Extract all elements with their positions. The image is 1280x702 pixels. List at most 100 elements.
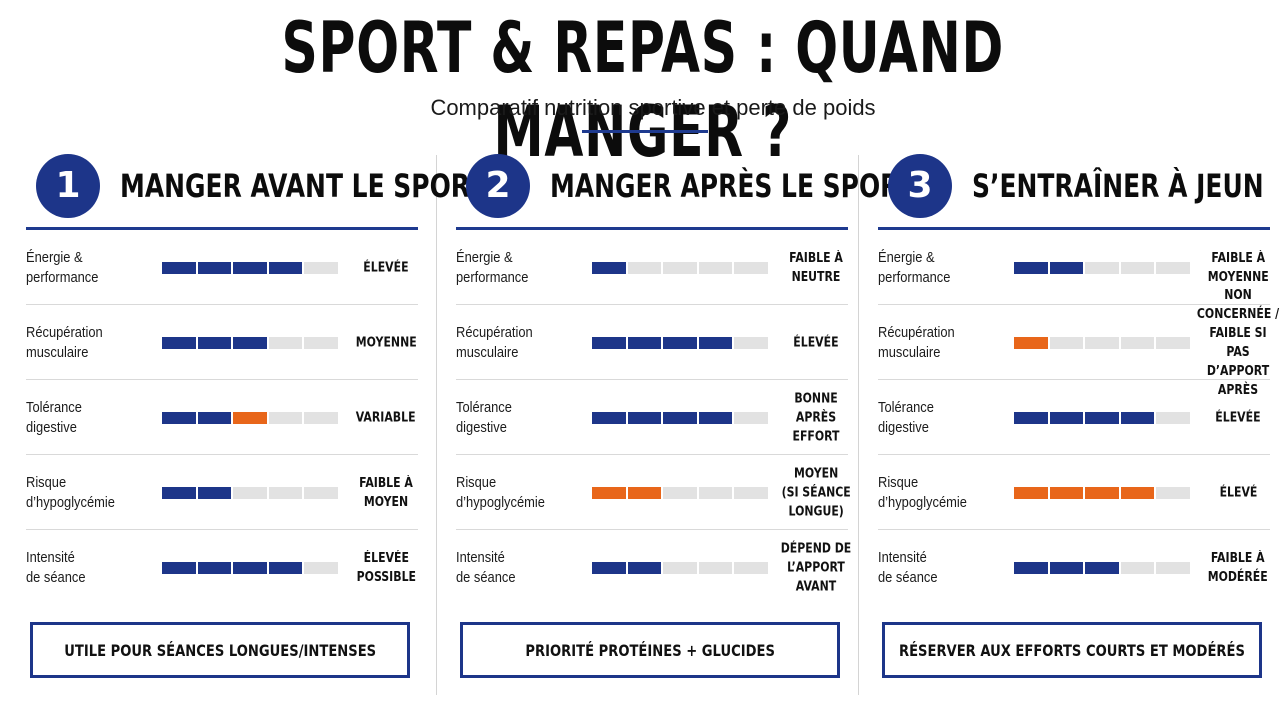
criteria-label: Intensité de séance: [456, 548, 516, 586]
rating-segment: [592, 261, 626, 274]
rating-segment: [663, 336, 697, 349]
rating-segment: [304, 486, 338, 499]
rating-segment: [1120, 486, 1155, 499]
criteria-row: Récupération musculaire ÉLEVÉE: [456, 305, 856, 380]
column-header-rule: [878, 227, 1270, 230]
rating-segment: [233, 561, 267, 574]
criteria-value: FAIBLE À MODÉRÉE: [1188, 549, 1280, 587]
rating-segment: [1049, 261, 1084, 274]
criteria-row: Risque d’hypoglycémie FAIBLE À MOYEN: [26, 455, 426, 530]
rating-segment: [1156, 411, 1190, 424]
rating-segment: [304, 261, 338, 274]
criteria-value-text: FAIBLE À MOYENNE: [1207, 250, 1269, 285]
rating-segment: [268, 486, 303, 499]
column-header: 2 MANGER APRÈS LE SPORT: [466, 152, 915, 222]
rating-bar: [1014, 561, 1190, 574]
rating-segment: [663, 411, 697, 424]
rating-segment: [663, 561, 697, 574]
column-header-rule: [26, 227, 418, 230]
row-divider: [26, 529, 418, 530]
criteria-value: ÉLEVÉE: [336, 258, 436, 277]
rating-segment: [1014, 561, 1048, 574]
rating-segment: [734, 261, 768, 274]
criteria-value: MOYENNE: [336, 333, 436, 352]
rating-segment: [268, 411, 303, 424]
rating-segment: [1156, 561, 1190, 574]
rating-segment: [698, 411, 733, 424]
criteria-value: BONNE APRÈS EFFORT: [766, 389, 866, 446]
criteria-value-text: ÉLEVÉ: [1219, 485, 1257, 500]
column-fasted-training: 3 S’ENTRAÎNER À JEUN Énergie & performance…: [878, 150, 1280, 695]
criteria-value-text: FAIBLE À MOYEN: [359, 475, 413, 510]
criteria-label: Tolérance digestive: [26, 398, 82, 436]
criteria-row: Intensité de séance FAIBLE À MODÉRÉE: [878, 530, 1278, 605]
row-divider: [878, 379, 1270, 380]
rating-bar: [1014, 261, 1190, 274]
rating-segment: [627, 261, 662, 274]
rating-segment: [268, 261, 303, 274]
rating-segment: [1014, 261, 1048, 274]
rating-bar: [162, 336, 338, 349]
row-divider: [456, 379, 848, 380]
rating-segment: [1049, 486, 1084, 499]
criteria-value-text: FAIBLE À MODÉRÉE: [1207, 550, 1269, 585]
rating-segment: [304, 561, 338, 574]
criteria-value-text: FAIBLE À NEUTRE: [789, 250, 843, 285]
rating-bar: [1014, 336, 1190, 349]
rating-segment: [1049, 561, 1084, 574]
criteria-row: Récupération musculaire MOYENNE: [26, 305, 426, 380]
rating-segment: [162, 561, 196, 574]
rating-segment: [1085, 336, 1119, 349]
rating-segment: [1120, 411, 1155, 424]
criteria-label: Risque d’hypoglycémie: [878, 473, 967, 511]
rating-bar: [162, 486, 338, 499]
criteria-value: DÉPEND DE L’APPORT AVANT: [766, 539, 866, 596]
rating-segment: [1085, 486, 1119, 499]
column-summary-box: UTILE POUR SÉANCES LONGUES/INTENSES: [30, 622, 410, 678]
rating-segment: [197, 411, 232, 424]
criteria-value: ÉLEVÉE POSSIBLE: [336, 549, 436, 587]
rating-segment: [1156, 486, 1190, 499]
row-divider: [456, 454, 848, 455]
rating-segment: [1014, 336, 1048, 349]
rating-segment: [162, 411, 196, 424]
rating-segment: [734, 411, 768, 424]
criteria-row: Tolérance digestive ÉLEVÉE: [878, 380, 1278, 455]
column-summary-box: PRIORITÉ PROTÉINES + GLUCIDES: [460, 622, 840, 678]
criteria-value-text: VARIABLE: [356, 410, 416, 425]
rating-bar: [592, 336, 768, 349]
criteria-value-text: BONNE APRÈS EFFORT: [792, 391, 840, 444]
column-summary-text: UTILE POUR SÉANCES LONGUES/INTENSES: [64, 640, 376, 660]
rating-segment: [233, 486, 267, 499]
column-summary-text: RÉSERVER AUX EFFORTS COURTS ET MODÉRÉS: [899, 640, 1245, 660]
criteria-label: Risque d’hypoglycémie: [26, 473, 115, 511]
criteria-value: FAIBLE À NEUTRE: [766, 249, 866, 287]
rating-segment: [663, 261, 697, 274]
column-divider: [436, 155, 437, 695]
column-after-sport: 2 MANGER APRÈS LE SPORT Énergie & performa…: [456, 150, 915, 695]
criteria-label: Risque d’hypoglycémie: [456, 473, 545, 511]
rating-segment: [1085, 411, 1119, 424]
column-number-badge: 2: [466, 154, 530, 218]
criteria-value-text: ÉLEVÉE: [363, 260, 409, 275]
criteria-label: Intensité de séance: [878, 548, 938, 586]
criteria-value: MOYEN (SI SÉANCE LONGUE): [766, 464, 866, 521]
page-subtitle: Comparatif nutrition sportive et perte d…: [430, 95, 876, 120]
criteria-label: Intensité de séance: [26, 548, 86, 586]
rating-segment: [627, 411, 662, 424]
rating-segment: [268, 336, 303, 349]
rating-segment: [162, 486, 196, 499]
rating-segment: [1014, 486, 1048, 499]
column-title: MANGER AVANT LE SPORT: [120, 167, 486, 205]
criteria-row: Intensité de séance DÉPEND DE L’APPORT AV…: [456, 530, 856, 605]
rating-segment: [1120, 561, 1155, 574]
criteria-label: Récupération musculaire: [878, 323, 955, 361]
criteria-value: FAIBLE À MOYENNE: [1188, 249, 1280, 287]
rating-segment: [233, 261, 267, 274]
rating-segment: [627, 336, 662, 349]
title-underline: [582, 130, 708, 133]
criteria-value: NON CONCERNÉE / FAIBLE SI PAS D’APPORT A…: [1188, 286, 1280, 400]
rating-segment: [1049, 336, 1084, 349]
rating-segment: [663, 486, 697, 499]
row-divider: [26, 379, 418, 380]
